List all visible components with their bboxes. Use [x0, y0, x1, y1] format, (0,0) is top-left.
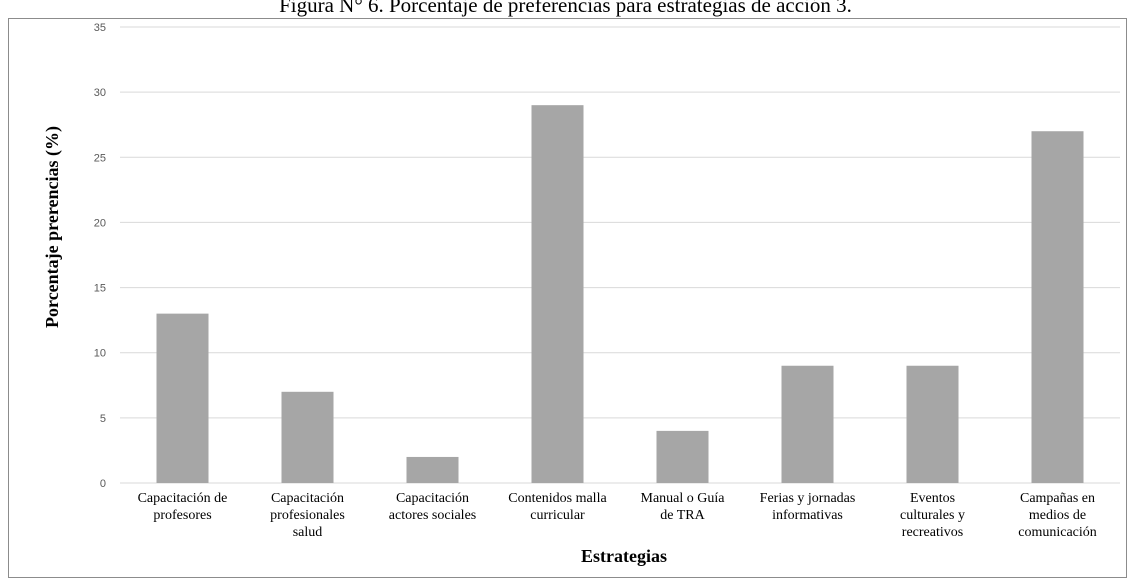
- bar: [281, 391, 334, 483]
- y-tick-label: 20: [94, 217, 106, 229]
- x-category-label-line: medios de: [1029, 508, 1086, 523]
- x-axis-title: Estrategias: [581, 546, 667, 566]
- x-category-label-line: salud: [293, 525, 323, 540]
- bar: [156, 313, 209, 483]
- y-tick-label: 10: [94, 348, 106, 360]
- bar: [656, 430, 709, 483]
- x-category-label-line: recreativos: [902, 525, 963, 540]
- bar: [406, 456, 459, 483]
- bar: [906, 365, 959, 483]
- x-category-label: Manual o Guía de TRA: [641, 491, 726, 523]
- x-category-label-line: curricular: [530, 508, 585, 523]
- y-axis-title: Porcentaje prerencias (%): [42, 126, 63, 328]
- x-category-label-line: profesores: [153, 508, 211, 523]
- x-category-label-line: Contenidos malla: [508, 491, 607, 506]
- x-category-label: Capacitación profesionales salud: [270, 491, 345, 540]
- figure-title: Figura N° 6. Porcentaje de preferencias …: [279, 0, 852, 17]
- y-tick-label: 0: [100, 478, 106, 490]
- x-category-label-line: Ferias y jornadas: [760, 491, 856, 506]
- y-axis-ticks: 0 5 10 15 20 25 30 35: [94, 22, 106, 490]
- x-category-label-line: profesionales: [270, 508, 345, 523]
- x-category-label-line: Capacitación: [396, 491, 469, 506]
- y-tick-label: 35: [94, 22, 106, 34]
- x-category-label-line: comunicación: [1018, 525, 1097, 540]
- x-category-label-line: Campañas en: [1020, 491, 1095, 506]
- x-category-label: Ferias y jornadas informativas: [760, 491, 856, 523]
- bar: [531, 105, 584, 484]
- y-tick-label: 30: [94, 87, 106, 99]
- x-axis-categories: Capacitación de profesores Capacitación pro…: [138, 491, 1097, 540]
- y-tick-label: 25: [94, 152, 106, 164]
- x-category-label-line: culturales y: [900, 508, 965, 523]
- x-category-label-line: actores sociales: [389, 508, 476, 523]
- x-category-label: Contenidos malla curricular: [508, 491, 607, 523]
- x-category-label-line: Capacitación de: [138, 491, 228, 506]
- x-category-label: Capacitación actores sociales: [389, 491, 476, 523]
- x-category-label-line: informativas: [772, 508, 843, 523]
- bar: [781, 365, 834, 483]
- x-category-label: Eventos culturales y recreativos: [900, 491, 965, 540]
- y-tick-label: 15: [94, 283, 106, 295]
- x-category-label-line: Eventos: [910, 491, 955, 506]
- gridlines: [120, 26, 1120, 484]
- x-category-label: Campañas en medios de comunicación: [1018, 491, 1097, 540]
- x-category-label-line: Capacitación: [271, 491, 344, 506]
- bar: [1031, 131, 1084, 483]
- x-category-label-line: de TRA: [660, 508, 705, 523]
- y-tick-label: 5: [100, 413, 106, 425]
- chart-frame: [8, 18, 1127, 578]
- x-category-label: Capacitación de profesores: [138, 491, 228, 523]
- bars: [156, 105, 1084, 484]
- x-category-label-line: Manual o Guía: [641, 491, 726, 506]
